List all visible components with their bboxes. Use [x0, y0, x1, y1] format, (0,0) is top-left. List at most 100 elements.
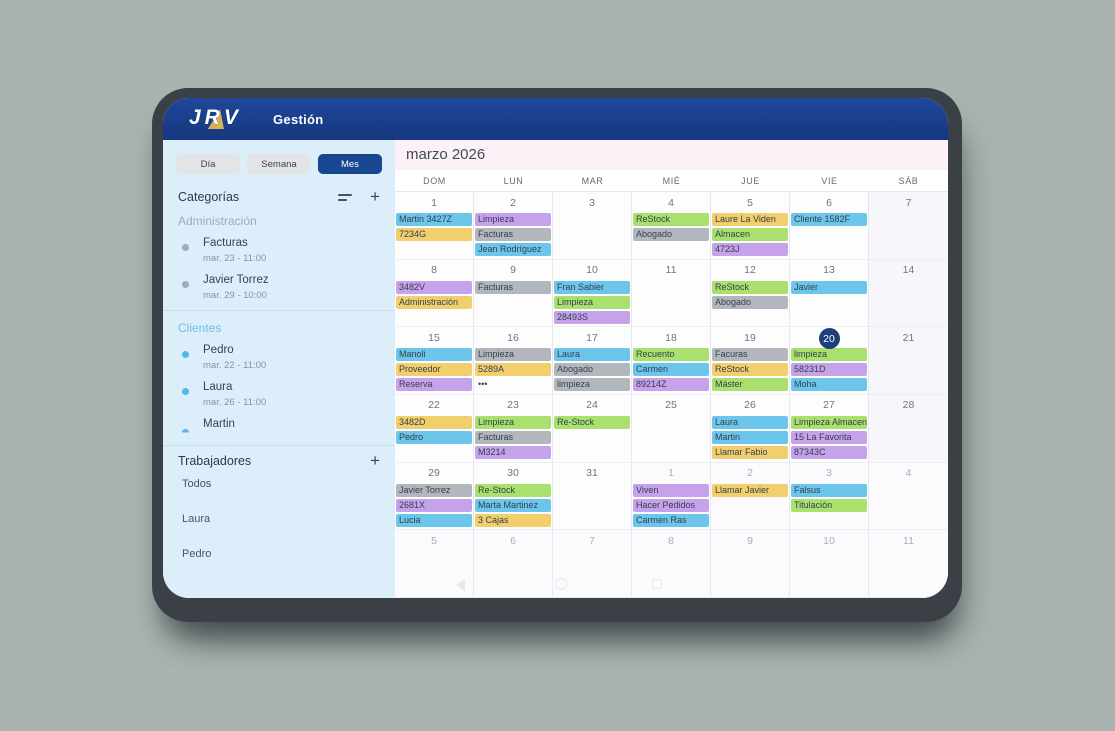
event-chip[interactable]: Llamar Fabio: [712, 445, 788, 459]
event-chip[interactable]: Laure La Viden: [712, 213, 788, 226]
day-cell[interactable]: 3: [553, 192, 632, 260]
event-chip[interactable]: 58231D: [791, 363, 867, 377]
day-cell[interactable]: 9 Facturas: [474, 259, 553, 328]
event-chip[interactable]: Martin: [712, 430, 788, 444]
event-chip[interactable]: Manoli: [396, 348, 472, 362]
event-chip[interactable]: ReStock: [712, 280, 788, 294]
day-cell[interactable]: 26 Laura Martin Llamar Fabio: [711, 394, 790, 463]
day-cell[interactable]: 7: [869, 192, 948, 260]
event-chip[interactable]: 87343C: [791, 445, 867, 459]
day-cell[interactable]: 11: [632, 259, 711, 328]
category-item[interactable]: Martin: [178, 417, 380, 436]
event-chip[interactable]: Abogado: [712, 295, 788, 309]
event-chip[interactable]: Lucia: [396, 513, 472, 527]
event-chip[interactable]: Laura: [712, 415, 788, 429]
worker-item-pedro[interactable]: Pedro: [182, 548, 212, 560]
tab-semana[interactable]: Semana: [247, 154, 311, 174]
event-chip[interactable]: Javier Torrez: [396, 483, 472, 497]
day-cell[interactable]: 23 Limpieza Facturas M3214: [474, 394, 553, 463]
category-item[interactable]: Laura mar. 26 - 11:00: [178, 380, 380, 408]
event-chip[interactable]: Limpieza: [475, 348, 551, 362]
event-chip[interactable]: Fran Sabier: [554, 280, 630, 294]
day-cell[interactable]: 5 Laure La Viden Almacen 4723J: [711, 192, 790, 260]
event-chip[interactable]: Javier: [791, 280, 867, 294]
day-cell[interactable]: 29 Javier Torrez 2681X Lucia: [395, 462, 474, 531]
event-chip[interactable]: 7234G: [396, 228, 472, 241]
add-worker-button[interactable]: +: [370, 451, 380, 470]
day-cell[interactable]: 25: [632, 394, 711, 463]
event-chip[interactable]: Abogado: [633, 228, 709, 241]
event-chip[interactable]: Recuento: [633, 348, 709, 362]
day-cell[interactable]: 8: [632, 530, 711, 598]
day-cell[interactable]: 7: [553, 530, 632, 598]
day-cell[interactable]: 14: [869, 259, 948, 328]
day-cell[interactable]: 2 Limpieza Facturas Jean Rodríguez: [474, 192, 553, 260]
event-chip[interactable]: Limpieza: [475, 415, 551, 429]
day-cell[interactable]: 31: [553, 462, 632, 531]
day-cell[interactable]: 10: [790, 530, 869, 598]
event-chip[interactable]: 3482D: [396, 415, 472, 429]
day-cell[interactable]: 19 Facuras ReStock Máster: [711, 327, 790, 395]
event-chip[interactable]: Marta Martinez: [475, 498, 551, 512]
day-cell[interactable]: 28: [869, 394, 948, 463]
event-chip[interactable]: Laura: [554, 348, 630, 362]
day-cell[interactable]: 17 Laura Abogado limpieza: [553, 327, 632, 395]
day-cell[interactable]: 13 Javier: [790, 259, 869, 328]
day-cell[interactable]: 6 Cliente 1582F: [790, 192, 869, 260]
event-chip[interactable]: Limpieza: [554, 295, 630, 309]
add-category-button[interactable]: +: [370, 187, 380, 206]
day-cell[interactable]: 1 Viven Hacer Pedidos Carmen Ras: [632, 462, 711, 531]
event-chip[interactable]: 5289A: [475, 363, 551, 377]
day-cell[interactable]: 3 Falsus Titulación: [790, 462, 869, 531]
event-chip[interactable]: ReStock: [633, 213, 709, 226]
day-cell[interactable]: 20 limpieza 58231D Moha: [790, 327, 869, 395]
day-cell[interactable]: 22 3482D Pedro: [395, 394, 474, 463]
event-chip[interactable]: ReStock: [712, 363, 788, 377]
day-cell[interactable]: 11: [869, 530, 948, 598]
event-chip[interactable]: Llamar Javier: [712, 483, 788, 497]
event-chip[interactable]: Viven: [633, 483, 709, 497]
event-chip[interactable]: limpieza: [554, 378, 630, 392]
day-cell[interactable]: 6: [474, 530, 553, 598]
event-chip[interactable]: 3 Cajas: [475, 513, 551, 527]
event-chip[interactable]: Hacer Pedidos: [633, 498, 709, 512]
event-chip[interactable]: Carmen: [633, 363, 709, 377]
event-chip[interactable]: Reserva: [396, 378, 472, 392]
event-chip[interactable]: 89214Z: [633, 378, 709, 392]
sort-icon[interactable]: [338, 193, 353, 201]
worker-item-todos[interactable]: Todos: [182, 478, 212, 490]
event-chip[interactable]: Cliente 1582F: [791, 213, 867, 226]
day-cell[interactable]: 16 Limpieza 5289A •••: [474, 327, 553, 395]
event-chip[interactable]: 15 La Favorita: [791, 430, 867, 444]
event-chip[interactable]: 3482V: [396, 280, 472, 294]
day-cell[interactable]: 27 Limpieza Almacen 15 La Favorita 87343C: [790, 394, 869, 463]
tab-mes[interactable]: Mes: [318, 154, 382, 174]
event-chip[interactable]: Re-Stock: [554, 415, 630, 429]
event-chip[interactable]: Facturas: [475, 430, 551, 444]
day-cell[interactable]: 12 ReStock Abogado: [711, 259, 790, 328]
event-chip[interactable]: Titulación: [791, 498, 867, 512]
event-chip[interactable]: Martin 3427Z: [396, 213, 472, 226]
event-chip[interactable]: 4723J: [712, 243, 788, 256]
event-chip[interactable]: Moha: [791, 378, 867, 392]
day-cell[interactable]: 9: [711, 530, 790, 598]
event-chip[interactable]: Facuras: [712, 348, 788, 362]
event-chip[interactable]: limpieza: [791, 348, 867, 362]
day-cell[interactable]: 5: [395, 530, 474, 598]
event-chip[interactable]: Re-Stock: [475, 483, 551, 497]
event-chip[interactable]: 2681X: [396, 498, 472, 512]
day-cell[interactable]: 30 Re-Stock Marta Martinez 3 Cajas: [474, 462, 553, 531]
day-cell[interactable]: 2 Llamar Javier: [711, 462, 790, 531]
event-chip[interactable]: Jean Rodríguez: [475, 243, 551, 256]
day-cell[interactable]: 1 Martin 3427Z 7234G: [395, 192, 474, 260]
event-chip[interactable]: Proveedor: [396, 363, 472, 377]
event-chip[interactable]: Carmen Ras: [633, 513, 709, 527]
event-chip[interactable]: Facturas: [475, 280, 551, 294]
day-cell[interactable]: 24 Re-Stock: [553, 394, 632, 463]
event-chip[interactable]: •••: [478, 379, 488, 390]
event-chip[interactable]: Falsus: [791, 483, 867, 497]
event-chip[interactable]: M3214: [475, 445, 551, 459]
event-chip[interactable]: Limpieza Almacen: [791, 415, 867, 429]
day-cell[interactable]: 4: [869, 462, 948, 531]
event-chip[interactable]: 28493S: [554, 310, 630, 324]
